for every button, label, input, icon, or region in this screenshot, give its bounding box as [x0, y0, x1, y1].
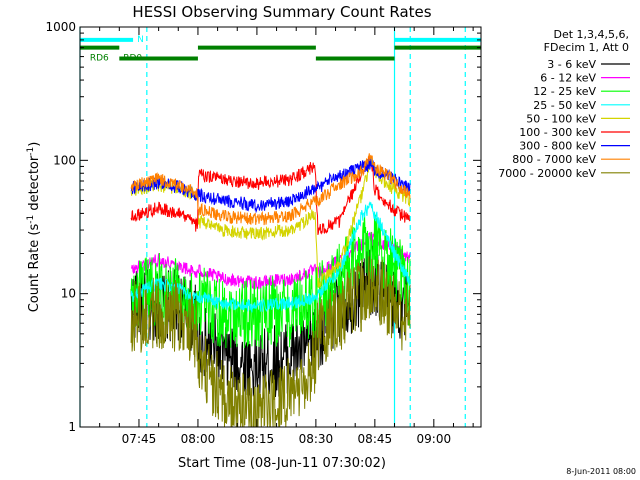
legend-label: 800 - 7000 keV [512, 153, 596, 166]
x-tick-label: 09:00 [417, 432, 452, 446]
chart-title: HESSI Observing Summary Count Rates [132, 3, 431, 21]
legend-label: 6 - 12 keV [540, 72, 596, 85]
legend-label: 300 - 800 keV [519, 140, 596, 153]
date-stamp: 8-Jun-2011 08:00 [566, 467, 636, 476]
plot-markers [79, 27, 466, 427]
x-tick-label: 08:45 [358, 432, 393, 446]
flag-bar-label: RD6 [90, 54, 109, 64]
series-line [130, 156, 411, 289]
legend-label: 100 - 300 keV [519, 126, 596, 139]
flag-bar-label: N [137, 35, 144, 45]
y-axis-label-sup: -1 [26, 215, 36, 224]
legend-label: 3 - 6 keV [547, 58, 596, 71]
y-axis-label-sup: -1 [26, 147, 36, 156]
legend-label: 50 - 100 keV [526, 112, 596, 125]
legend-label: 12 - 25 keV [533, 85, 596, 98]
axes: 07:45 08:00 08:15 08:30 08:45 09:00 1 10 100 1000 [45, 20, 481, 446]
x-tick-label: 08:15 [240, 432, 275, 446]
x-tick-label: 08:00 [181, 432, 216, 446]
plot-frame [79, 26, 482, 428]
legend: Det 1,3,4,5,6,FDecim 1, Att 0 3 - 6 keV6 … [498, 28, 630, 180]
series-line [130, 256, 411, 427]
y-axis-label-part: ) [27, 142, 42, 147]
legend-label: 25 - 50 keV [533, 99, 596, 112]
legend-header: FDecim 1, Att 0 [544, 41, 629, 54]
legend-label: 7000 - 20000 keV [498, 167, 596, 180]
y-tick-label: 100 [53, 153, 76, 167]
series-line [130, 153, 411, 226]
y-tick-label: 1 [68, 420, 76, 434]
y-tick-label: 1000 [45, 20, 76, 34]
x-tick-label: 07:45 [122, 432, 157, 446]
x-axis-label: Start Time (08-Jun-11 07:30:02) [178, 456, 386, 471]
series-line [130, 214, 411, 350]
y-axis-label-part: detector [27, 155, 42, 215]
y-axis-label-part: Count Rate (s [27, 224, 42, 313]
x-tick-label: 08:30 [299, 432, 334, 446]
legend-header: Det 1,3,4,5,6, [553, 28, 629, 41]
y-tick-label: 10 [61, 287, 76, 301]
flag-bars: NRD0RD6 [80, 35, 481, 64]
series-layer [130, 153, 411, 427]
y-axis-label: Count Rate (s-1 detector-1) [26, 142, 42, 313]
